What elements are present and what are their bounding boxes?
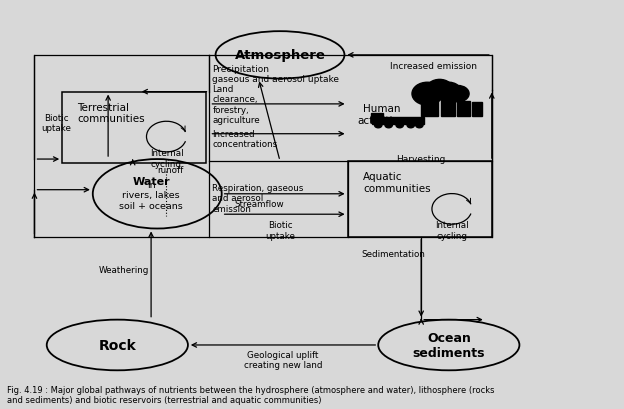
Ellipse shape: [416, 123, 423, 128]
Bar: [472, 103, 482, 117]
Text: Biotic
uptake: Biotic uptake: [265, 221, 295, 240]
Ellipse shape: [412, 83, 442, 106]
Text: Increased
concentrations: Increased concentrations: [213, 130, 278, 149]
Text: Weathering: Weathering: [99, 265, 149, 274]
Text: Precipitation
gaseous and aerosol uptake: Precipitation gaseous and aerosol uptake: [213, 64, 339, 84]
Text: Ocean
sediments: Ocean sediments: [412, 331, 485, 359]
Text: Biotic
uptake: Biotic uptake: [41, 113, 71, 133]
Ellipse shape: [422, 91, 436, 102]
Text: Streamflow: Streamflow: [234, 200, 283, 209]
Bar: [441, 101, 455, 117]
Text: Geological uplift
creating new land: Geological uplift creating new land: [244, 350, 323, 369]
Text: in
rivers, lakes
soil + oceans: in rivers, lakes soil + oceans: [119, 180, 183, 210]
Text: Terrestrial
communities: Terrestrial communities: [77, 103, 145, 124]
Ellipse shape: [437, 83, 461, 102]
Text: Land
clearance,
forestry,
agriculture: Land clearance, forestry, agriculture: [213, 85, 260, 125]
Ellipse shape: [447, 86, 469, 103]
Bar: [372, 118, 424, 125]
Text: Increased emission: Increased emission: [390, 61, 477, 70]
Bar: [457, 101, 470, 117]
Ellipse shape: [374, 123, 382, 128]
Text: Fig. 4.19 : Major global pathways of nutrients between the hydrosphere (atmosphe: Fig. 4.19 : Major global pathways of nut…: [7, 385, 494, 404]
Text: Rock: Rock: [99, 338, 136, 352]
Text: Water: Water: [132, 176, 170, 186]
Ellipse shape: [434, 89, 447, 100]
Bar: [371, 114, 383, 123]
Text: runoff: runoff: [157, 165, 183, 174]
Bar: [62, 92, 207, 164]
Bar: [421, 99, 439, 117]
Bar: [348, 162, 492, 237]
Text: Human
activities: Human activities: [358, 104, 405, 126]
Text: Sedimentation: Sedimentation: [362, 249, 426, 258]
Ellipse shape: [396, 123, 403, 128]
Ellipse shape: [385, 123, 392, 128]
Text: Respiration, gaseous
and aerosol
emission: Respiration, gaseous and aerosol emissio…: [213, 184, 304, 213]
Text: Internal
cycling: Internal cycling: [435, 221, 469, 240]
Text: Harvesting: Harvesting: [396, 155, 446, 164]
Text: Aquatic
communities: Aquatic communities: [363, 172, 431, 193]
Ellipse shape: [407, 123, 414, 128]
Text: Atmosphere: Atmosphere: [235, 49, 326, 62]
Text: Internal
cycling: Internal cycling: [150, 149, 183, 168]
Ellipse shape: [426, 80, 453, 101]
